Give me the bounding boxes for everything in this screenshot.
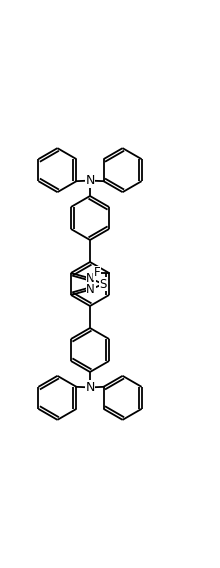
Text: N: N <box>86 272 95 285</box>
Text: F: F <box>94 266 100 279</box>
Text: N: N <box>86 283 95 296</box>
Text: N: N <box>85 381 95 394</box>
Text: N: N <box>85 174 95 187</box>
Text: S: S <box>99 278 106 290</box>
